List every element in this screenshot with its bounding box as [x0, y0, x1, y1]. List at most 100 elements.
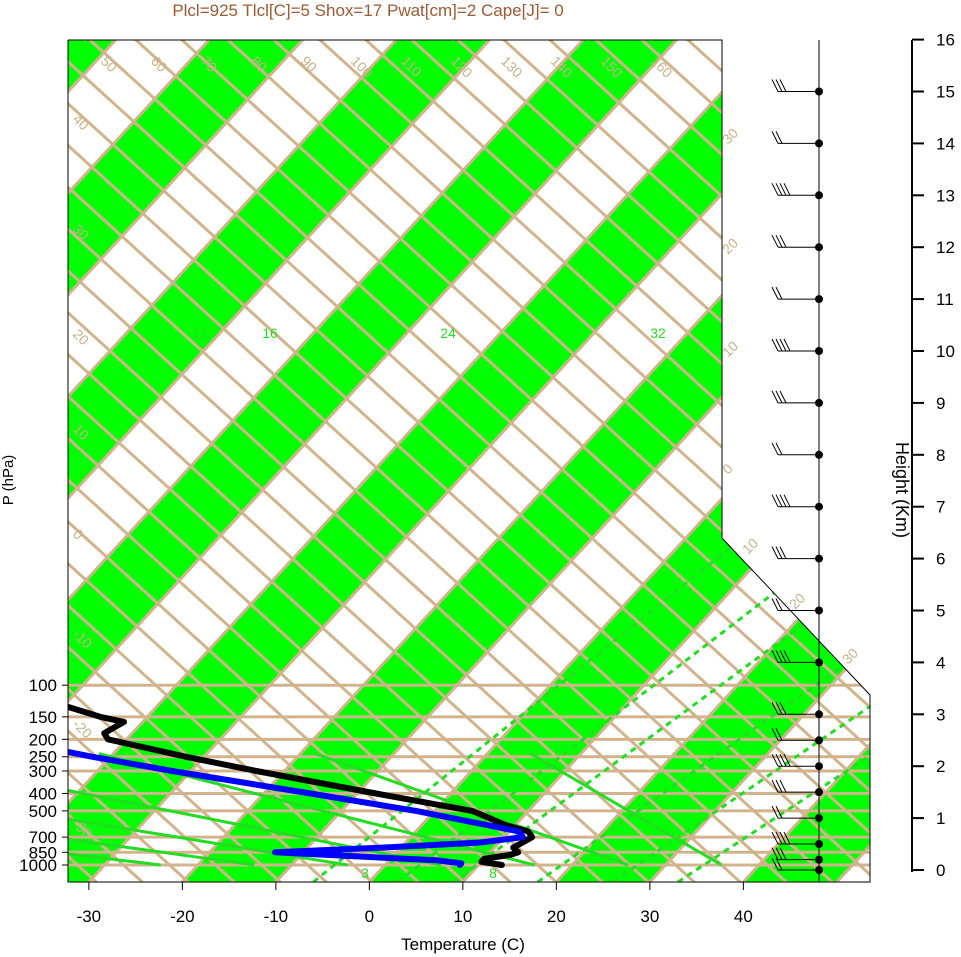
mixing-ratio-labels: 12 16 24 32 3 8 [192, 325, 666, 881]
x-tick-label: 30 [640, 907, 659, 926]
x-tick-label: -10 [264, 907, 289, 926]
height-tick-label: 3 [936, 705, 945, 724]
p-tick-label: 1000 [19, 856, 57, 875]
temp-band [68, 40, 386, 882]
p-tick-label: 500 [29, 802, 57, 821]
x-tick-label: 10 [453, 907, 472, 926]
wind-barb-feather [775, 702, 783, 715]
wind-barb-feather [771, 598, 779, 611]
dry-adiabat [68, 40, 734, 882]
isotherm [166, 40, 870, 882]
wind-barb-feather [771, 131, 779, 144]
wind-barb-feather [775, 442, 783, 456]
mixing-ratio-label: 8 [489, 865, 497, 881]
isotherm-label: 0 [70, 526, 87, 543]
dry-adiabat [412, 40, 870, 882]
mixing-ratio-label: 24 [440, 325, 456, 341]
wind-barb-feather [779, 831, 787, 845]
wind-barb-feather [775, 805, 783, 819]
chart-title: Plcl=925 Tlcl[C]=5 Shox=17 Pwat[cm]=2 Ca… [172, 1, 563, 20]
wind-barb-feather [779, 847, 787, 860]
x-tick-label: -30 [77, 907, 102, 926]
dry-adiabat [136, 40, 870, 882]
height-tick-label: 7 [936, 498, 945, 517]
p-tick-label: 150 [29, 708, 57, 727]
wind-barb-feather [775, 183, 783, 196]
x-tick-label: 20 [547, 907, 566, 926]
temperature-axis: -30 -20 -10 0 10 20 30 40 [77, 882, 753, 926]
wind-barb-feather [783, 183, 791, 196]
wind-barb-feather [779, 753, 787, 767]
dry-adiabat [68, 40, 320, 882]
mixing-ratio-line [452, 538, 870, 882]
x-tick-label: -20 [170, 907, 195, 926]
isotherm [446, 40, 870, 882]
wind-barb-feather [783, 338, 791, 352]
x-tick-label: 0 [365, 907, 374, 926]
height-tick-label: 15 [936, 83, 955, 102]
mixing-ratio-label: 16 [262, 325, 278, 341]
wind-barb-feather [775, 598, 783, 611]
temp-band [68, 40, 573, 882]
wind-barbs [771, 79, 823, 874]
dewpoint-profile [68, 689, 526, 868]
dry-adiabat [68, 40, 642, 882]
height-tick-label: 10 [936, 342, 955, 361]
wind-barb-feather [771, 390, 779, 404]
dry-adiabat [68, 40, 504, 882]
height-tick-label: 4 [936, 653, 945, 672]
temp-band [447, 40, 870, 882]
wind-barb-feather [775, 234, 783, 248]
p-tick-label: 200 [29, 730, 57, 749]
wind-barb-feather [779, 390, 787, 404]
wind-barb-feather [783, 494, 791, 507]
mixing-ratio-label: 32 [650, 325, 666, 341]
wind-barb-feather [771, 753, 779, 767]
isotherm-label: 60 [148, 53, 170, 75]
dry-adiabat [504, 40, 870, 882]
height-axis-label: Height (Km) [892, 442, 912, 538]
p-tick-label: 850 [29, 843, 57, 862]
mixing-ratio-label: 3 [361, 865, 369, 881]
dry-adiabat [68, 40, 458, 882]
wind-barb-feather [771, 779, 779, 793]
dry-adiabat [68, 40, 826, 882]
wind-barb-feather [771, 338, 779, 352]
wind-barb-feather [779, 702, 787, 715]
isotherm [68, 40, 854, 882]
wind-barb-feather [775, 494, 783, 507]
wind-barb-feather [775, 753, 783, 767]
wind-barb-feather [779, 779, 787, 793]
p-tick-label: 300 [29, 762, 57, 781]
moist-adiabat [68, 752, 442, 867]
sounding-lines [68, 689, 536, 868]
height-tick-label: 9 [936, 394, 945, 413]
x-axis-label: Temperature (C) [401, 935, 525, 954]
isotherm-label: 20 [70, 326, 92, 348]
dry-adiabat [90, 40, 870, 882]
dry-adiabat [68, 40, 870, 882]
wind-barb-feather [771, 847, 779, 860]
wind-barb-feather [775, 79, 783, 92]
isotherm [68, 40, 480, 882]
moist-adiabat [98, 752, 535, 867]
moist-adiabat [68, 752, 161, 867]
isotherm-label: 30 [839, 645, 861, 667]
wind-barb-feather [775, 857, 783, 871]
wind-barb-feather [771, 546, 779, 559]
temp-band [68, 40, 760, 882]
isotherm-label: 10 [739, 535, 761, 557]
wind-barb-feather [771, 442, 779, 456]
wind-barb-feather [775, 338, 783, 352]
x-tick-label: 40 [734, 907, 753, 926]
dry-adiabat [68, 40, 780, 882]
wind-barb-feather [771, 494, 779, 507]
dry-adiabat [68, 40, 550, 882]
